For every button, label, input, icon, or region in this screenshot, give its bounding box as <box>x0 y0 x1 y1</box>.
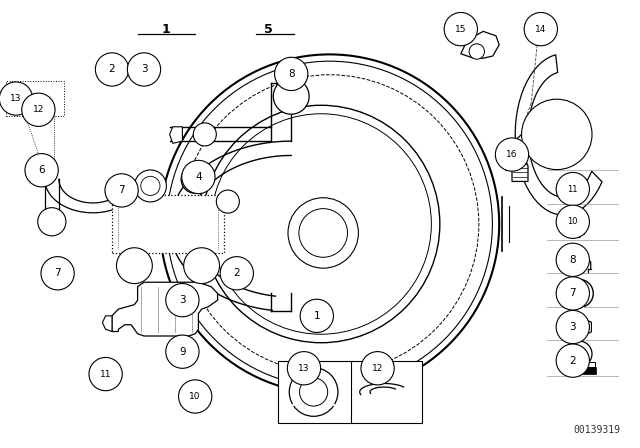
Text: 00139319: 00139319 <box>574 425 621 435</box>
Polygon shape <box>564 367 596 374</box>
Circle shape <box>95 53 129 86</box>
Text: 8: 8 <box>570 255 576 265</box>
Text: 7: 7 <box>570 289 576 298</box>
Polygon shape <box>566 362 595 367</box>
Text: 7: 7 <box>118 185 125 195</box>
Circle shape <box>22 93 55 126</box>
Circle shape <box>361 352 394 385</box>
Polygon shape <box>102 316 112 332</box>
Text: 13: 13 <box>298 364 310 373</box>
Text: 2: 2 <box>234 268 240 278</box>
Text: 13: 13 <box>10 94 22 103</box>
Circle shape <box>116 248 152 284</box>
Circle shape <box>469 44 484 59</box>
Text: 6: 6 <box>38 165 45 175</box>
Circle shape <box>160 54 499 394</box>
Text: 3: 3 <box>179 295 186 305</box>
Circle shape <box>289 368 338 416</box>
Circle shape <box>25 154 58 187</box>
Text: 3: 3 <box>570 322 576 332</box>
Circle shape <box>556 205 589 238</box>
Polygon shape <box>515 55 602 215</box>
Circle shape <box>105 174 138 207</box>
Circle shape <box>181 165 209 193</box>
Circle shape <box>220 257 253 290</box>
Text: 15: 15 <box>455 25 467 34</box>
Circle shape <box>574 184 584 194</box>
Circle shape <box>184 248 220 284</box>
Circle shape <box>38 208 66 236</box>
Circle shape <box>166 284 199 317</box>
Circle shape <box>556 277 589 310</box>
Circle shape <box>179 380 212 413</box>
Text: 14: 14 <box>535 25 547 34</box>
Circle shape <box>182 160 215 194</box>
Circle shape <box>556 172 589 206</box>
Text: 16: 16 <box>506 150 518 159</box>
Circle shape <box>570 211 588 228</box>
Text: 1: 1 <box>314 311 320 321</box>
Circle shape <box>41 257 74 290</box>
Text: 10: 10 <box>568 217 578 226</box>
Polygon shape <box>570 179 589 199</box>
Circle shape <box>300 378 328 406</box>
Text: 2: 2 <box>109 65 115 74</box>
Text: 12: 12 <box>33 105 44 114</box>
Text: 10: 10 <box>189 392 201 401</box>
Circle shape <box>556 243 589 276</box>
Text: 9: 9 <box>179 347 186 357</box>
Circle shape <box>556 344 589 377</box>
Circle shape <box>275 57 308 90</box>
Circle shape <box>188 172 203 187</box>
Text: 8: 8 <box>288 69 294 79</box>
Text: 7: 7 <box>54 268 61 278</box>
Circle shape <box>127 53 161 86</box>
Polygon shape <box>567 317 591 337</box>
Circle shape <box>193 123 216 146</box>
Polygon shape <box>170 127 182 143</box>
Circle shape <box>202 105 440 343</box>
Circle shape <box>444 13 477 46</box>
Circle shape <box>287 352 321 385</box>
Circle shape <box>216 190 239 213</box>
Polygon shape <box>502 134 531 170</box>
Text: 2: 2 <box>570 356 576 366</box>
Polygon shape <box>42 168 58 181</box>
Circle shape <box>524 13 557 46</box>
Text: 4: 4 <box>195 172 202 182</box>
Polygon shape <box>512 159 528 181</box>
Polygon shape <box>278 361 422 423</box>
Polygon shape <box>112 195 224 253</box>
Circle shape <box>166 335 199 368</box>
Circle shape <box>300 299 333 332</box>
Text: 11: 11 <box>568 185 578 194</box>
Circle shape <box>273 78 309 114</box>
Circle shape <box>134 170 166 202</box>
Circle shape <box>288 198 358 268</box>
Circle shape <box>89 358 122 391</box>
Text: 1: 1 <box>162 22 171 36</box>
Circle shape <box>495 138 529 171</box>
Polygon shape <box>112 282 218 336</box>
Text: 11: 11 <box>100 370 111 379</box>
Circle shape <box>0 82 33 115</box>
Circle shape <box>556 310 589 344</box>
Polygon shape <box>461 31 499 58</box>
Text: 5: 5 <box>264 22 273 36</box>
Circle shape <box>522 99 592 170</box>
Text: 3: 3 <box>141 65 147 74</box>
Polygon shape <box>170 141 291 310</box>
Text: 12: 12 <box>372 364 383 373</box>
